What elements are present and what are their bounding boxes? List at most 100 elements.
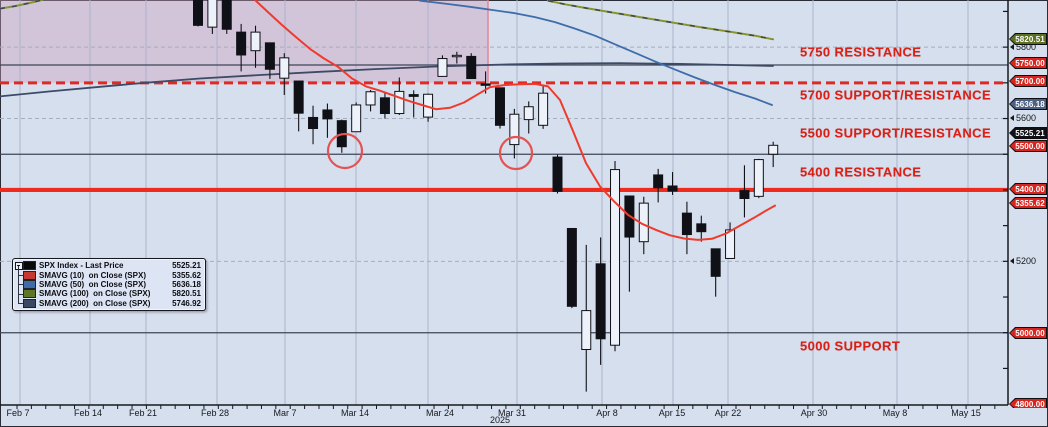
legend-series-label: SMAVG (200) on Close (SPX) (39, 298, 151, 308)
legend-series-label: SMAVG (10) on Close (SPX) (39, 270, 146, 280)
badge-value: 4800.00 (1010, 399, 1046, 408)
candle-body-Mar20 (408, 94, 419, 97)
candle-body-Apr21 (710, 248, 721, 277)
minus-box-icon (15, 261, 23, 270)
candle-body-Mar11 (308, 116, 319, 130)
y-axis-tick-label: 5600 (1010, 113, 1036, 123)
candle-body-Mar25 (451, 54, 462, 58)
candle-body-Apr23 (739, 190, 750, 199)
price-badge-5000.00: 5000.00 (1009, 327, 1047, 339)
x-axis-date-label: Apr 8 (596, 408, 618, 418)
x-axis-date-label: May 8 (882, 408, 908, 418)
tick-text: 5800 (1016, 42, 1037, 52)
annotation-label: 5750 RESISTANCE (800, 44, 922, 60)
candle-body-Apr16 (681, 212, 692, 236)
annotation-label: 5000 SUPPORT (800, 338, 901, 354)
y-axis-tick-label: 5200 (1010, 256, 1036, 266)
candle-body-Mar6 (264, 42, 275, 70)
x-axis-date-label: Feb 14 (73, 408, 103, 418)
right-axis: 5800 5600 5200 5820.51 5750.00 5700.00 5636.18… (1008, 0, 1048, 408)
tick-arrow-icon (1010, 44, 1014, 50)
price-badge-5700.00: 5700.00 (1009, 75, 1047, 87)
badge-value: 5355.62 (1010, 198, 1046, 208)
legend-series-label: SMAVG (50) on Close (SPX) (39, 279, 146, 289)
candle-body-Mar12 (322, 109, 333, 120)
badge-value: 5500.00 (1010, 141, 1046, 151)
x-axis-date-label: Mar 7 (273, 408, 297, 418)
price-badge-5820.51: 5820.51 (1009, 33, 1047, 45)
x-axis-date-label: Apr 30 (800, 408, 828, 418)
tick-text: 5600 (1016, 113, 1037, 123)
annotation-label: 5500 SUPPORT/RESISTANCE (800, 125, 992, 141)
badge-value: 5636.18 (1010, 99, 1046, 109)
candle-body-Apr7 (581, 310, 592, 351)
ma-line-overlay-SMAVG(100) (547, 0, 774, 41)
price-badge-4800.00: 4800.00 (1009, 398, 1047, 408)
candle-body-Apr15 (667, 185, 678, 192)
ma-line-overlay-SMAVG(100) (0, 0, 43, 10)
legend-swatch (23, 298, 36, 308)
candle-body-Mar10 (293, 80, 304, 114)
candle-body-Mar14 (351, 104, 362, 133)
candle-body-Apr22 (725, 229, 736, 259)
candle-body-Feb28 (207, 0, 218, 28)
legend-series-label: SMAVG (100) on Close (SPX) (39, 289, 151, 299)
price-badge-5525.21: 5525.21 (1009, 127, 1047, 139)
highlight-circle (498, 135, 534, 171)
candle-body-Apr1 (523, 106, 534, 121)
legend-expander-icon[interactable] (15, 261, 23, 270)
legend-swatch (23, 261, 36, 271)
legend-swatch (23, 270, 36, 280)
x-axis-date-label: Apr 15 (658, 408, 686, 418)
tick-text: 5200 (1016, 256, 1037, 266)
tick-arrow-icon (1010, 115, 1014, 121)
price-badge-5750.00: 5750.00 (1009, 57, 1047, 69)
price-badge-5355.62: 5355.62 (1009, 197, 1047, 209)
chart-plot-area[interactable] (0, 0, 1010, 427)
x-axis-date-label: Feb 21 (128, 408, 158, 418)
legend-series-value: 5525.21 (172, 261, 201, 271)
legend-series-value: 5355.62 (172, 270, 201, 280)
x-axis-date-label: Mar 31 (497, 408, 527, 418)
x-axis-date-label: Mar 24 (425, 408, 455, 418)
legend-series-value: 5636.18 (172, 279, 201, 289)
legend-row[interactable]: SMAVG (10) on Close (SPX) 5355.62 (15, 266, 201, 280)
annotation-label: 5400 RESISTANCE (800, 164, 922, 180)
candle-body-Mar26 (466, 55, 477, 80)
legend-row[interactable]: SMAVG (50) on Close (SPX) 5636.18 (15, 275, 201, 289)
x-axis-date-label: Feb 7 (6, 408, 30, 418)
legend-tree-connector (15, 266, 23, 279)
badge-value: 5820.51 (1010, 34, 1046, 44)
candle-body-Mar5 (250, 31, 261, 52)
legend-box: SPX Index - Last Price 5525.21 SMAVG (10) … (12, 258, 206, 311)
price-badge-5636.18: 5636.18 (1009, 98, 1047, 110)
candle-body-Mar19 (394, 90, 405, 115)
y-axis-tick-label: 5800 (1010, 42, 1036, 52)
price-badge-5500.00: 5500.00 (1009, 140, 1047, 152)
annotation-label: 5700 SUPPORT/RESISTANCE (800, 87, 992, 103)
candle-body-Apr24 (753, 159, 764, 197)
legend-row[interactable]: SPX Index - Last Price 5525.21 (15, 261, 201, 271)
tick-arrow-icon (1010, 258, 1014, 264)
candle-body-Mar3 (221, 0, 232, 30)
legend-row[interactable]: SMAVG (100) on Close (SPX) 5820.51 (15, 284, 201, 299)
ma-line-SMAVG(10) (254, 0, 776, 241)
candle-body-Apr14 (653, 174, 664, 189)
badge-value: 5750.00 (1010, 58, 1046, 68)
badge-value: 5700.00 (1010, 76, 1046, 86)
x-axis: Feb 7 Feb 14 Feb 21 Feb 28 Mar 7 Mar 14 Mar 24… (0, 405, 1010, 427)
candle-body-Mar18 (379, 97, 390, 115)
badge-value: 5000.00 (1010, 328, 1046, 338)
legend-series-value: 5820.51 (172, 289, 201, 299)
candle-body-Feb27 (193, 0, 203, 26)
candle-body-Mar17 (365, 91, 376, 106)
legend-swatch (23, 289, 36, 299)
candle-body-Apr4 (566, 227, 577, 307)
legend-row[interactable]: SMAVG (200) on Close (SPX) 5746.92 (15, 294, 201, 308)
candle-body-Mar7 (279, 57, 290, 79)
badge-value: 5525.21 (1010, 128, 1046, 138)
candle-body-Apr8 (595, 263, 606, 340)
candle-body-Mar27 (480, 83, 491, 86)
candle-body-Apr9 (610, 169, 621, 346)
